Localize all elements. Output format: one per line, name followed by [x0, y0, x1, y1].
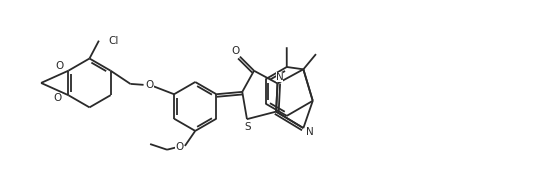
- Text: S: S: [245, 122, 251, 132]
- Text: N: N: [275, 72, 283, 82]
- Text: O: O: [231, 46, 239, 56]
- Text: Cl: Cl: [108, 36, 119, 46]
- Text: O: O: [145, 80, 154, 90]
- Text: N: N: [306, 127, 314, 137]
- Text: O: O: [54, 93, 62, 103]
- Text: O: O: [56, 61, 64, 71]
- Text: O: O: [175, 142, 183, 152]
